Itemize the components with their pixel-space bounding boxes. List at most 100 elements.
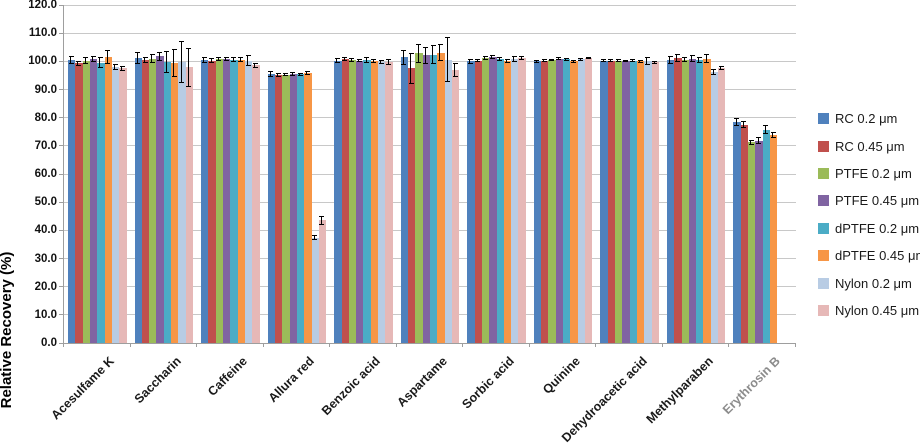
bar-slot	[408, 5, 416, 343]
bar	[274, 74, 283, 343]
bar-slot	[149, 5, 157, 343]
legend: RC 0.2 μm RC 0.45 μm PTFE 0.2 μm PTFE 0.45 …	[818, 105, 920, 324]
bar	[629, 60, 637, 343]
bar-slot	[762, 5, 771, 343]
error-bar-line	[676, 53, 678, 63]
error-bar-cap-bottom	[718, 69, 724, 71]
bar-group	[530, 5, 597, 343]
bar-slot	[282, 5, 290, 343]
bar-slot	[370, 5, 379, 343]
error-bar-cap-top	[718, 65, 724, 67]
bar	[563, 59, 571, 343]
bar	[289, 74, 297, 343]
error-bar-line	[114, 64, 116, 70]
error-bar-line	[550, 58, 552, 62]
error-bar-cap-bottom	[601, 61, 607, 63]
error-bar-cap-top	[497, 56, 503, 58]
bar-slot	[348, 5, 357, 343]
error-bar-line	[735, 117, 737, 127]
error-bar-cap-bottom	[445, 81, 451, 83]
error-bar-cap-top	[97, 57, 103, 59]
legend-label: dPTFE 0.2 μm	[835, 220, 920, 236]
x-axis-label: Benzoic acid	[319, 354, 384, 418]
error-bar-cap-bottom	[97, 67, 103, 69]
error-bar-line	[572, 59, 574, 63]
bar-slot	[378, 5, 386, 343]
bar-slot	[533, 5, 542, 343]
y-axis-tick-label: 40.0	[34, 224, 57, 237]
error-bar-line	[365, 57, 367, 64]
legend-item: Nylon 0.45 μm	[818, 297, 920, 324]
error-bar	[149, 54, 155, 63]
bar	[356, 60, 364, 343]
error-bar	[356, 59, 362, 63]
error-bar-cap-bottom	[578, 59, 584, 61]
error-bar-line	[432, 44, 434, 65]
bar-slot	[185, 5, 194, 343]
error-bar-cap-bottom	[290, 74, 296, 76]
error-bar	[696, 57, 702, 64]
y-axis-tick	[59, 145, 63, 147]
bar-slot	[496, 5, 504, 343]
error-bar-cap-top	[304, 71, 310, 73]
error-bar	[423, 46, 429, 64]
legend-swatch-icon	[818, 304, 829, 316]
x-axis-label: Quinine	[540, 354, 583, 397]
legend-swatch-icon	[818, 277, 829, 289]
error-bar-cap-bottom	[238, 60, 244, 62]
error-bar	[556, 57, 562, 60]
legend-swatch-icon	[818, 195, 829, 207]
error-bar-cap-bottom	[630, 61, 636, 63]
error-bar	[83, 57, 89, 65]
bar	[208, 60, 216, 343]
bar	[134, 57, 142, 343]
error-bar-cap-top	[245, 55, 251, 57]
x-axis-tick	[395, 343, 397, 347]
legend-label: PTFE 0.45 μm	[835, 193, 920, 209]
y-axis-tick-label: 90.0	[34, 83, 57, 96]
error-bar-cap-top	[475, 58, 481, 60]
error-bar-cap-bottom	[748, 144, 754, 146]
error-bar-cap-top	[416, 43, 422, 45]
error-bar	[378, 60, 384, 64]
legend-label: Nylon 0.2 μm	[835, 275, 912, 291]
error-bar-line	[513, 56, 515, 62]
bar-slot	[230, 5, 238, 343]
error-bar-cap-bottom	[696, 62, 702, 64]
error-bar-cap-top	[734, 117, 740, 119]
error-bar-cap-top	[342, 56, 348, 58]
plot-area: 0.0 10.0 20.0 30.0 40.0 50.0 60.0 70.0 80.0 90.0 1…	[28, 0, 796, 445]
y-axis-tick	[59, 286, 63, 288]
error-bar-line	[624, 59, 626, 63]
bar	[230, 59, 238, 343]
bar-slot	[489, 5, 497, 343]
error-bar-cap-top	[763, 125, 769, 127]
error-bar-line	[609, 58, 611, 63]
bar-slot	[437, 5, 445, 343]
error-bar-cap-top	[90, 56, 96, 57]
legend-item: dPTFE 0.2 μm	[818, 215, 920, 242]
error-bar	[585, 56, 591, 60]
y-axis-tick	[59, 201, 63, 203]
bar	[97, 62, 105, 343]
error-bar-line	[165, 50, 167, 74]
x-axis-label: Methylparaben	[643, 354, 717, 427]
error-bar	[201, 57, 207, 63]
error-bar-cap-bottom	[119, 69, 125, 71]
error-bar-cap-bottom	[770, 136, 776, 138]
bar	[533, 61, 542, 343]
error-bar	[290, 72, 296, 76]
error-bar-cap-bottom	[741, 127, 747, 129]
x-axis-tick	[595, 343, 597, 347]
error-bar-cap-bottom	[637, 61, 643, 63]
error-bar-cap-top	[430, 44, 436, 46]
bar-slot	[451, 5, 460, 343]
bar-slot	[244, 5, 253, 343]
bar	[644, 60, 652, 343]
error-bar-cap-top	[319, 216, 325, 218]
error-bar-cap-top	[608, 58, 614, 60]
error-bar	[386, 59, 392, 65]
error-bar-cap-bottom	[245, 65, 251, 67]
y-axis-tick-label: 20.0	[34, 280, 57, 293]
bar-slot	[444, 5, 452, 343]
